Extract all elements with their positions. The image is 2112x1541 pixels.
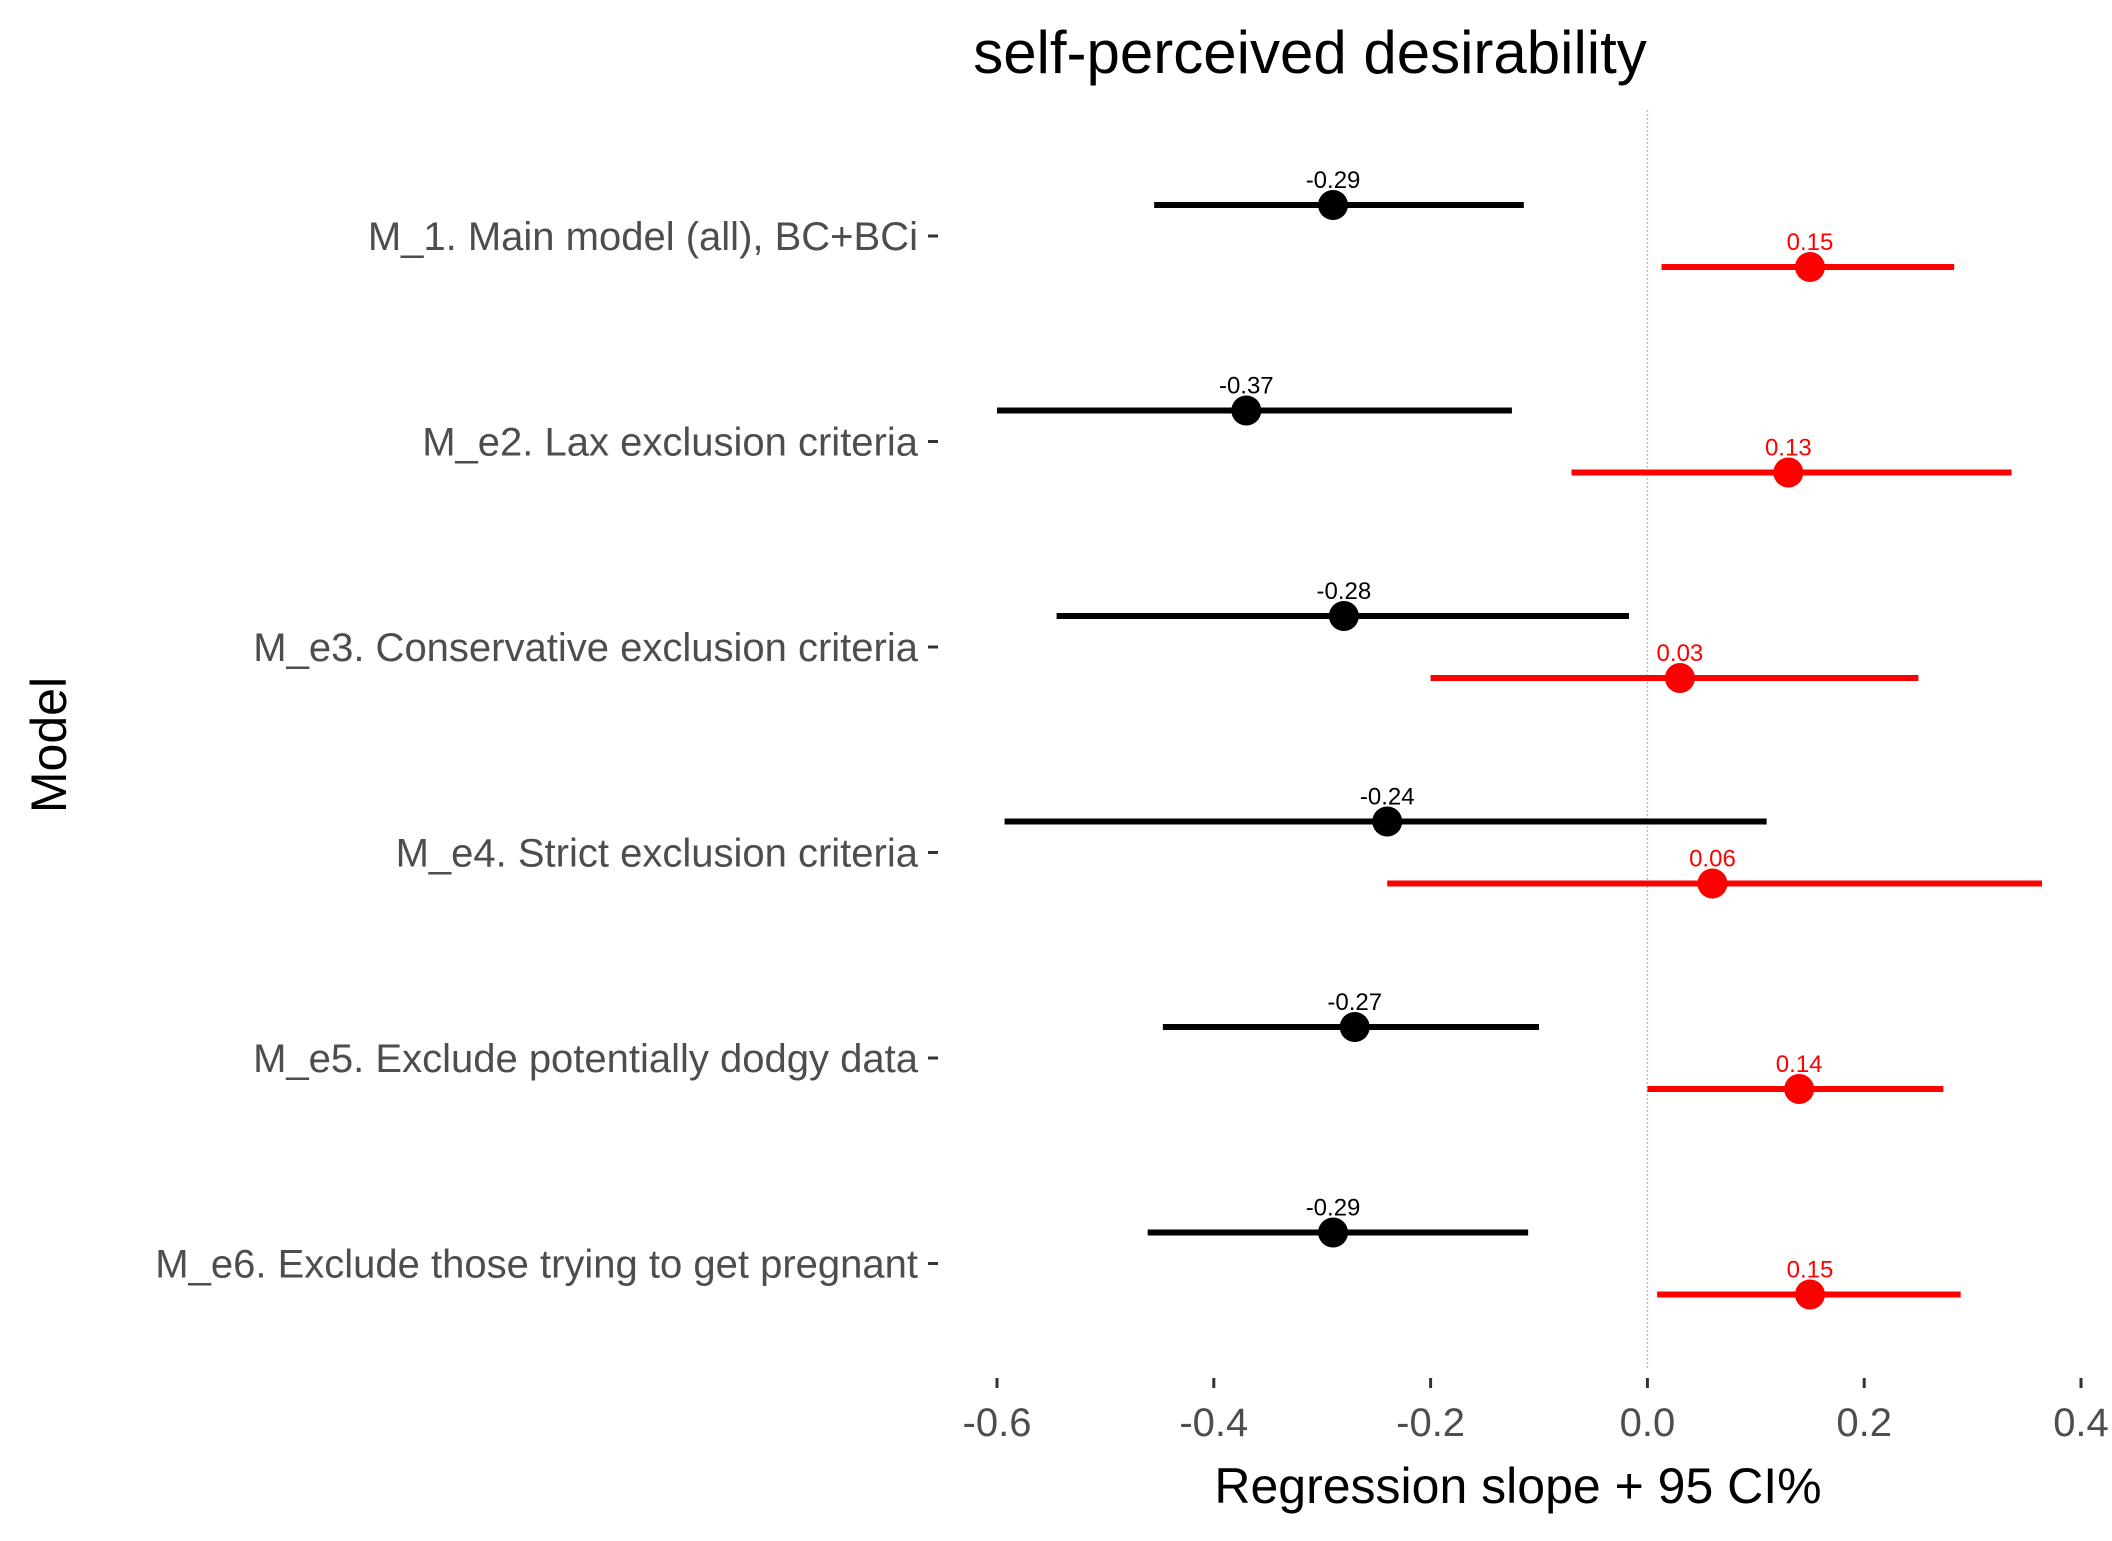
x-tick-label: 0.0 (1620, 1401, 1676, 1445)
estimate-label: -0.29 (1306, 167, 1361, 194)
estimate-point (1339, 1012, 1370, 1042)
estimate-point (1795, 1279, 1825, 1310)
y-tick-label: M_e3. Conservative exclusion criteria (253, 626, 918, 670)
y-axis-title: Model (21, 677, 77, 813)
series-group: 0.15 0.13 0.03 0.06 0.14 0.15 (1387, 229, 2042, 1310)
estimate-point (1318, 1217, 1349, 1248)
y-tick-label: M_e6. Exclude those trying to get pregna… (155, 1243, 918, 1287)
estimate-label: 0.14 (1776, 1051, 1823, 1078)
estimate-point (1318, 190, 1349, 220)
estimate-label: -0.37 (1219, 373, 1274, 400)
estimate-point (1664, 663, 1695, 693)
series-group: -0.29 -0.37 -0.28 -0.24 -0.27 -0.29 (997, 167, 1767, 1248)
estimate-label: 0.15 (1787, 229, 1834, 256)
estimate-point (1795, 252, 1825, 282)
y-tick-label: M_e2. Lax exclusion criteria (422, 421, 919, 465)
estimate-point (1328, 601, 1359, 631)
x-axis: -0.6 -0.4 -0.2 0.0 0.2 0.4 (963, 1378, 2109, 1445)
x-tick-label: -0.6 (963, 1401, 1032, 1445)
x-axis-title: Regression slope + 95 CI% (1214, 1458, 1821, 1514)
estimate-label: 0.06 (1689, 846, 1736, 873)
x-tick-label: 0.2 (1836, 1401, 1892, 1445)
chart-title: self-perceived desirability (973, 19, 1647, 86)
estimate-point (1697, 868, 1728, 899)
estimate-label: -0.24 (1360, 784, 1415, 811)
estimate-point (1784, 1074, 1815, 1104)
x-tick-label: 0.4 (2053, 1401, 2109, 1445)
y-tick-label: M_1. Main model (all), BC+BCi (368, 215, 918, 259)
x-tick-label: -0.4 (1179, 1401, 1248, 1445)
x-tick-label: -0.2 (1396, 1401, 1465, 1445)
estimate-label: -0.27 (1327, 989, 1382, 1016)
estimate-label: -0.29 (1306, 1195, 1361, 1222)
estimate-label: -0.28 (1317, 578, 1372, 605)
estimate-label: 0.15 (1787, 1257, 1834, 1284)
estimate-point (1231, 395, 1262, 426)
estimate-point (1773, 457, 1804, 488)
y-tick-label: M_e4. Strict exclusion criteria (396, 832, 919, 876)
marks-layer: -0.29-0.37-0.28-0.24-0.27-0.290.150.130.… (997, 167, 2042, 1310)
estimate-point (1372, 806, 1403, 837)
estimate-label: 0.03 (1657, 640, 1704, 667)
y-axis: M_1. Main model (all), BC+BCi M_e2. Lax e… (155, 215, 938, 1287)
y-tick-label: M_e5. Exclude potentially dodgy data (253, 1037, 919, 1081)
estimate-label: 0.13 (1765, 435, 1812, 462)
